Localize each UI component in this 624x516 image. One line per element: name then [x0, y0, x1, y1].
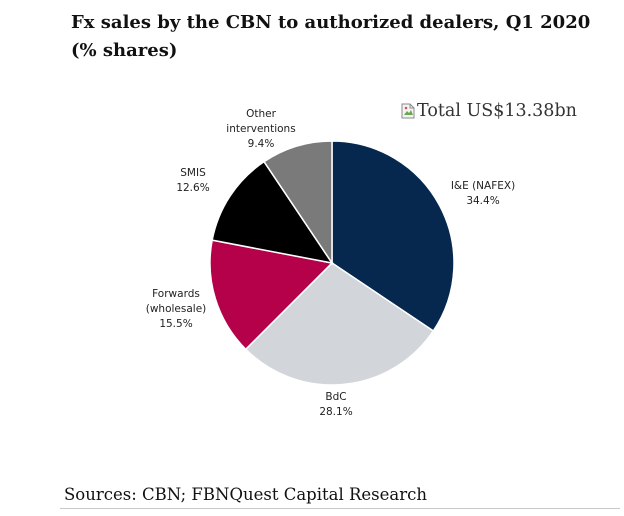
slice-name-label: BdC	[325, 391, 346, 403]
slice-label: Other interventions 9.4%	[226, 108, 295, 150]
pie-slice	[209, 239, 334, 351]
slice-name-label: Other	[246, 108, 276, 120]
slice-value-label: 15.5%	[159, 318, 192, 330]
total-note-text: Total US$13.38bn	[417, 101, 577, 121]
slice-name-label: interventions	[226, 123, 295, 135]
slice-label: Forwards (wholesale) 15.5%	[146, 288, 207, 330]
pie-labels: I&E (NAFEX) 34.4% BdC 28.1% Forwards (wholesa…	[146, 108, 515, 418]
slice-value-label: 12.6%	[176, 182, 209, 194]
slice-name-label: Forwards	[152, 288, 200, 300]
source-note: Sources: CBN; FBNQuest Capital Research	[64, 485, 428, 504]
pie-slice	[211, 160, 334, 265]
slice-label: SMIS 12.6%	[176, 167, 209, 194]
slice-label: I&E (NAFEX) 34.4%	[451, 180, 515, 207]
pie-slice	[244, 262, 435, 386]
pie-slice	[263, 140, 333, 266]
slice-label: BdC 28.1%	[319, 391, 352, 418]
slice-value-label: 28.1%	[319, 406, 352, 418]
slice-name-label: I&E (NAFEX)	[451, 180, 515, 192]
slice-value-label: 34.4%	[466, 195, 499, 207]
pie-slices	[209, 140, 455, 386]
chart-title-line-2: (% shares)	[71, 40, 178, 61]
slice-value-label: 9.4%	[248, 138, 275, 150]
total-note: Total US$13.38bn	[401, 101, 577, 121]
slice-name-label: (wholesale)	[146, 303, 207, 315]
bottom-divider	[60, 508, 620, 509]
chart-title-line-1: Fx sales by the CBN to authorized dealer…	[71, 12, 591, 33]
chart-title: Fx sales by the CBN to authorized dealer…	[71, 9, 611, 65]
pie-slice	[331, 140, 455, 332]
broken-image-icon	[401, 103, 415, 119]
slice-name-label: SMIS	[180, 167, 206, 179]
